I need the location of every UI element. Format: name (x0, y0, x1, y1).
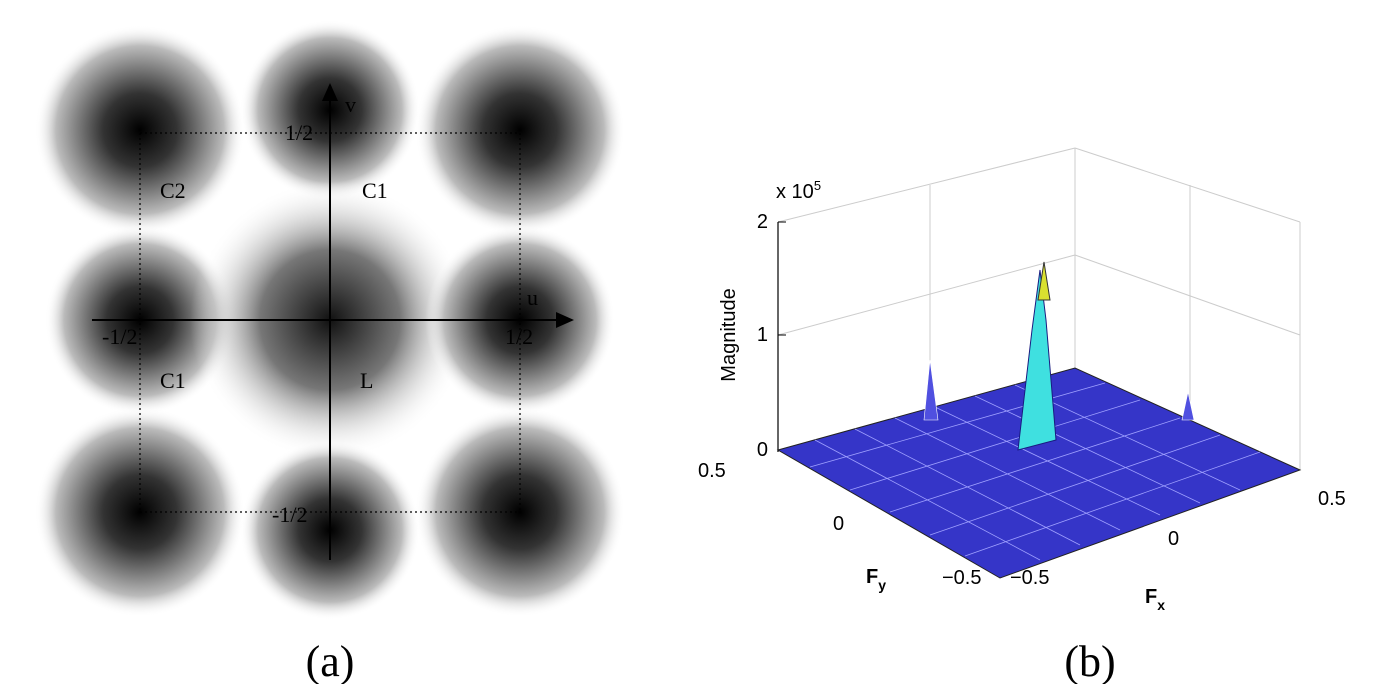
blob (35, 25, 245, 235)
caption: (b) (1064, 637, 1115, 684)
spike (1181, 391, 1195, 421)
tick-label: -1/2 (102, 324, 137, 349)
region-label: L (360, 368, 373, 393)
z-axis-label: Magnitude (718, 288, 740, 381)
panel-a: v u 1/2 -1/2 1/2 -1/2 C2 C1 C1 L (a) (35, 20, 625, 684)
panel-b: x 105 2 1 0 Magnitude 0.5 0 −0.5 −0.5 0 … (698, 147, 1346, 684)
tick-label: -1/2 (272, 502, 307, 527)
tick-label: 1/2 (285, 120, 313, 145)
z-tick-label: 2 (757, 211, 768, 233)
blob (415, 25, 625, 235)
label-base: F (866, 566, 878, 588)
x-tick-label: 0 (1168, 528, 1179, 550)
x-tick-label: −0.5 (1010, 567, 1049, 589)
surface-mesh (809, 382, 1261, 561)
x-axis-label: Fx (1145, 586, 1165, 613)
peak-top (1037, 261, 1051, 301)
label-sub: y (878, 577, 886, 593)
surface (776, 367, 1302, 579)
plot-box (777, 147, 1301, 470)
y-tick-label: 0.5 (698, 460, 726, 482)
spike (923, 359, 939, 421)
blob (415, 407, 625, 617)
y-tick-label: 0 (833, 513, 844, 535)
y-axis-label: Fy (866, 566, 886, 593)
scale-base: x 10 (776, 181, 814, 203)
peak (1017, 269, 1057, 451)
region-label: C2 (160, 178, 186, 203)
label-base: F (1145, 586, 1157, 608)
tick-label: 1/2 (505, 324, 533, 349)
axis-label: v (345, 92, 356, 117)
axis-label: u (527, 285, 538, 310)
caption: (a) (306, 637, 355, 684)
region-label: C1 (160, 368, 186, 393)
z-ticks (778, 221, 786, 336)
label-sub: x (1157, 597, 1165, 613)
z-tick-label: 0 (757, 439, 768, 461)
z-tick-label: 1 (757, 324, 768, 346)
region-label: C1 (362, 178, 388, 203)
scale-label: x 105 (776, 178, 821, 203)
y-tick-label: −0.5 (942, 567, 981, 589)
scale-exponent: 5 (814, 178, 821, 193)
x-tick-label: 0.5 (1318, 488, 1346, 510)
